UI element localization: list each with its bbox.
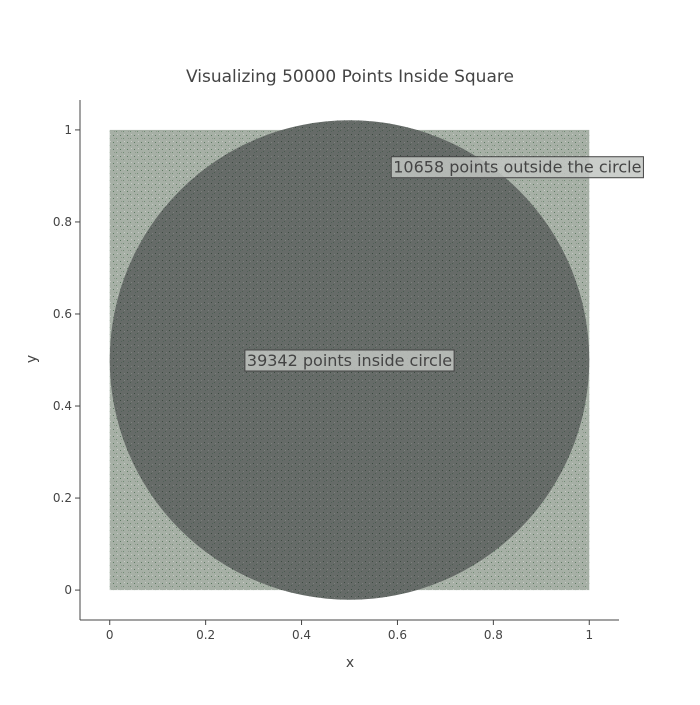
x-tick-label: 0.4 bbox=[292, 628, 311, 642]
annotation-box bbox=[390, 156, 644, 179]
y-tick-label: 0 bbox=[64, 583, 72, 597]
x-tick-label: 1 bbox=[585, 628, 593, 642]
y-tick-label: 0.8 bbox=[53, 215, 72, 229]
chart-title: Visualizing 50000 Points Inside Square bbox=[186, 67, 514, 87]
x-axis-title: x bbox=[346, 655, 354, 671]
y-tick-label: 0.6 bbox=[53, 307, 72, 321]
y-tick-label: 0.4 bbox=[53, 399, 72, 413]
y-tick-label: 0.2 bbox=[53, 491, 72, 505]
x-tick-label: 0.6 bbox=[388, 628, 407, 642]
x-tick-label: 0 bbox=[106, 628, 114, 642]
y-tick-label: 1 bbox=[64, 123, 72, 137]
y-axis-ticks: 0 0.2 0.4 0.6 0.8 1 bbox=[53, 123, 80, 597]
x-tick-label: 0.8 bbox=[484, 628, 503, 642]
annotation-outside-count: 10658 points outside the circle bbox=[390, 156, 644, 179]
annotation-text: 10658 points outside the circle bbox=[393, 158, 641, 177]
x-axis-ticks: 0 0.2 0.4 0.6 0.8 1 bbox=[106, 620, 593, 642]
annotation-text: 39342 points inside circle bbox=[247, 351, 452, 370]
x-tick-label: 0.2 bbox=[196, 628, 215, 642]
y-axis-title: y bbox=[24, 355, 40, 363]
annotation-inside-count: 39342 points inside circle bbox=[244, 349, 455, 372]
annotations: 39342 points inside circle 10658 points o… bbox=[244, 156, 644, 372]
annotation-box bbox=[244, 349, 455, 372]
